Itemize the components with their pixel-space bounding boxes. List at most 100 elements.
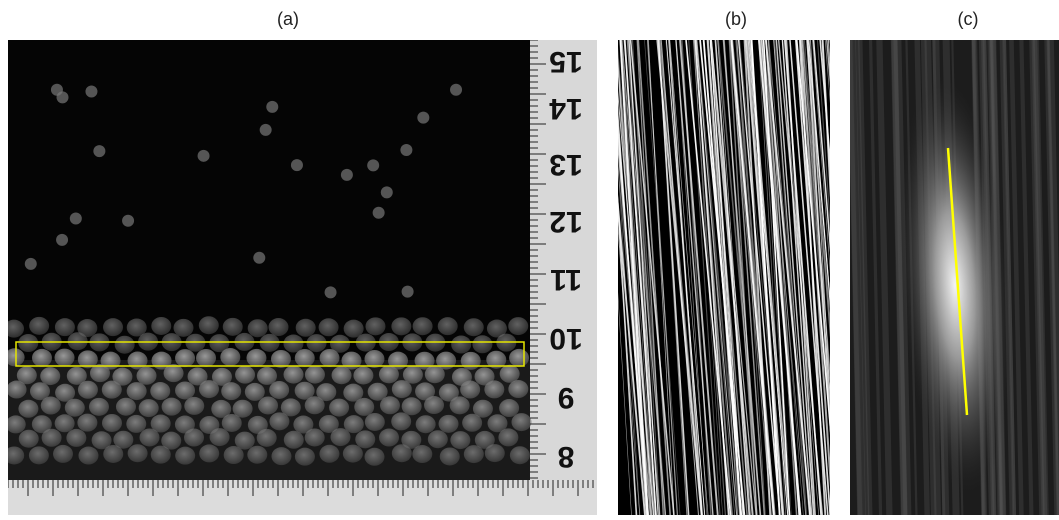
particle: [343, 319, 364, 338]
particle: [353, 366, 374, 385]
particle: [69, 212, 82, 225]
particle: [283, 365, 304, 384]
particle: [150, 382, 171, 401]
particle: [8, 319, 24, 338]
particle: [29, 382, 50, 401]
particle: [330, 334, 351, 353]
particle: [450, 83, 463, 96]
streak: [623, 40, 657, 515]
streak: [688, 40, 721, 515]
streak: [858, 40, 873, 515]
particle: [415, 382, 436, 401]
streak: [669, 40, 709, 515]
particle: [509, 446, 530, 465]
particle: [330, 428, 351, 447]
particle: [438, 383, 459, 402]
streak: [735, 40, 776, 515]
streak: [801, 40, 830, 397]
particle: [436, 351, 457, 370]
particle: [295, 318, 316, 337]
streak: [618, 227, 640, 515]
particle: [367, 382, 388, 401]
particle: [199, 444, 220, 463]
particle: [463, 445, 484, 464]
particle: [415, 415, 436, 434]
particle: [270, 349, 291, 368]
particle: [354, 397, 375, 416]
particle: [56, 233, 69, 246]
particle: [372, 206, 385, 219]
streak: [730, 40, 765, 515]
particle: [437, 317, 458, 336]
particle: [41, 428, 62, 447]
particle: [331, 366, 352, 385]
particle: [18, 334, 39, 353]
streak: [626, 40, 657, 515]
particle: [290, 159, 303, 172]
streak: [1009, 40, 1024, 515]
particle: [474, 430, 495, 449]
streak: [679, 40, 719, 515]
particle: [223, 446, 244, 465]
particle: [199, 380, 220, 399]
particle: [427, 430, 448, 449]
particle: [161, 431, 182, 450]
particle: [54, 414, 75, 433]
streak: [745, 40, 784, 515]
particle: [29, 316, 50, 335]
particle: [378, 365, 399, 384]
particle: [474, 367, 495, 386]
particle: [234, 431, 255, 450]
particle: [424, 365, 445, 384]
streak: [762, 40, 792, 515]
particle: [379, 428, 400, 447]
streak: [852, 40, 866, 515]
particle: [319, 444, 340, 463]
particle: [391, 412, 412, 431]
particle: [174, 415, 195, 434]
streak: [876, 40, 893, 515]
ruler-number: 11: [550, 263, 582, 296]
streak: [850, 40, 863, 515]
particle: [401, 397, 422, 416]
particle: [269, 412, 290, 431]
particle: [40, 396, 61, 415]
streak: [816, 40, 830, 231]
particle: [246, 348, 267, 367]
streak: [623, 40, 667, 515]
particle: [184, 428, 205, 447]
particle: [355, 430, 376, 449]
streak: [618, 46, 655, 515]
particle: [451, 335, 472, 354]
streak: [739, 40, 785, 515]
streak: [695, 40, 738, 515]
particle: [319, 348, 340, 367]
particle: [402, 365, 423, 384]
particle: [460, 380, 481, 399]
particle: [388, 351, 409, 370]
streak: [800, 40, 830, 488]
particle: [115, 397, 136, 416]
particle: [294, 447, 315, 466]
streak: [699, 40, 746, 515]
particle: [391, 444, 412, 463]
streak: [1003, 40, 1017, 515]
particle: [196, 348, 217, 367]
panel-c-image: [850, 40, 1059, 515]
particle: [304, 365, 325, 384]
fit-line: [946, 147, 969, 416]
particle: [127, 444, 148, 463]
particle: [184, 396, 205, 415]
particle: [412, 317, 433, 336]
particle: [8, 380, 27, 399]
particle: [187, 367, 208, 386]
ruler-number: 14: [549, 92, 583, 125]
particle: [364, 349, 385, 368]
streak: [658, 40, 688, 515]
particle: [318, 318, 339, 337]
particle: [126, 382, 147, 401]
streak: [806, 40, 830, 436]
streak: [812, 40, 830, 253]
particle: [364, 447, 385, 466]
